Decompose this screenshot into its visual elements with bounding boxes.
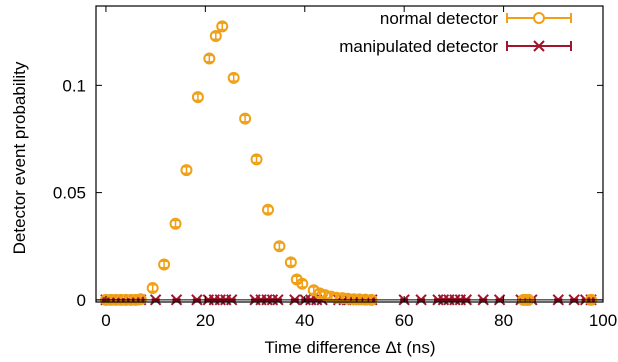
legend-marker	[533, 12, 545, 24]
plot-marks	[99, 20, 598, 306]
data-point-normal	[330, 291, 343, 304]
x-tick-label: 100	[589, 311, 617, 330]
data-point-normal	[203, 52, 216, 65]
y-tick-label: 0.1	[62, 76, 86, 95]
series-normal	[99, 20, 598, 306]
x-axis-label: Time difference Δt (ns)	[264, 338, 435, 357]
data-point-normal	[239, 112, 252, 125]
axis-ticks: 0 20 40 60 80 100 0 0.05 0.1	[53, 6, 617, 330]
data-point-normal	[158, 258, 171, 271]
data-point-normal	[227, 71, 240, 84]
data-point-normal	[180, 164, 193, 177]
legend: normal detector manipulated detector	[339, 9, 572, 56]
x-tick-label: 60	[395, 311, 414, 330]
data-point-normal	[261, 203, 274, 216]
legend-marker	[533, 40, 545, 52]
data-point-normal	[342, 292, 355, 305]
legend-label-normal: normal detector	[380, 9, 498, 28]
x-tick-label: 40	[295, 311, 314, 330]
data-point-normal	[191, 91, 204, 104]
x-tick-label: 20	[196, 311, 215, 330]
y-axis-label: Detector event probability	[10, 61, 29, 254]
data-point-normal	[273, 240, 286, 253]
x-tick-label: 80	[494, 311, 513, 330]
data-point-normal	[250, 153, 263, 166]
legend-key-normal	[506, 12, 572, 24]
data-point-normal	[146, 282, 159, 295]
data-point-normal	[134, 293, 147, 306]
data-point-normal	[169, 217, 182, 230]
data-point-normal	[216, 20, 229, 33]
data-point-normal	[209, 30, 222, 43]
legend-label-manipulated: manipulated detector	[339, 37, 498, 56]
data-point-normal	[296, 277, 309, 290]
data-point-normal	[284, 256, 297, 269]
plot-frame	[95, 5, 604, 303]
y-tick-label: 0	[77, 291, 86, 310]
x-marker-stroke	[533, 40, 545, 52]
y-tick-label: 0.05	[53, 184, 86, 203]
x-tick-label: 0	[101, 311, 110, 330]
legend-key-manipulated	[506, 40, 572, 52]
